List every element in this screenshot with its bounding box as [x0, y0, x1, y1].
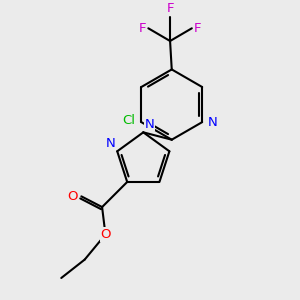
Text: N: N	[208, 116, 218, 129]
Text: F: F	[194, 22, 201, 35]
Text: N: N	[145, 118, 155, 131]
Text: Cl: Cl	[122, 114, 135, 127]
Text: O: O	[100, 228, 111, 241]
Text: N: N	[106, 136, 116, 150]
Text: O: O	[67, 190, 77, 203]
Text: F: F	[139, 22, 147, 35]
Text: F: F	[166, 2, 174, 15]
